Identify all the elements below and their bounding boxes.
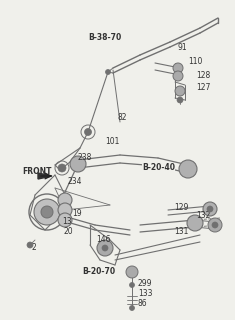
Circle shape <box>58 203 72 217</box>
Text: 131: 131 <box>174 228 188 236</box>
Circle shape <box>177 97 183 103</box>
Circle shape <box>34 199 60 225</box>
Circle shape <box>97 240 113 256</box>
Circle shape <box>212 222 218 228</box>
Circle shape <box>70 156 86 172</box>
Text: 132: 132 <box>196 212 210 220</box>
Text: 19: 19 <box>72 209 82 218</box>
Circle shape <box>58 213 72 227</box>
Circle shape <box>129 283 134 287</box>
Polygon shape <box>38 173 52 179</box>
Text: B-38-70: B-38-70 <box>88 34 121 43</box>
Text: 110: 110 <box>188 58 202 67</box>
Circle shape <box>203 202 217 216</box>
Text: 82: 82 <box>118 114 128 123</box>
Text: B-20-70: B-20-70 <box>82 268 115 276</box>
Text: 234: 234 <box>68 178 82 187</box>
Text: 238: 238 <box>78 154 92 163</box>
Circle shape <box>41 206 53 218</box>
Text: 133: 133 <box>138 289 153 298</box>
Circle shape <box>173 71 183 81</box>
Circle shape <box>27 242 33 248</box>
Circle shape <box>207 206 213 212</box>
Text: 91: 91 <box>178 44 188 52</box>
Circle shape <box>208 218 222 232</box>
Circle shape <box>179 160 197 178</box>
Circle shape <box>58 164 66 172</box>
Circle shape <box>106 69 110 75</box>
Text: B-20-40: B-20-40 <box>142 164 175 172</box>
Circle shape <box>187 215 203 231</box>
Text: 128: 128 <box>196 71 210 81</box>
Circle shape <box>85 129 91 135</box>
Text: 86: 86 <box>138 300 148 308</box>
Circle shape <box>126 266 138 278</box>
Circle shape <box>129 306 134 310</box>
Text: 101: 101 <box>105 138 119 147</box>
Text: 2: 2 <box>32 244 37 252</box>
Text: 146: 146 <box>96 236 110 244</box>
Circle shape <box>58 193 72 207</box>
Text: 127: 127 <box>196 84 210 92</box>
Circle shape <box>175 86 185 96</box>
Circle shape <box>102 245 108 251</box>
Text: 13: 13 <box>62 218 72 227</box>
Text: 299: 299 <box>138 278 153 287</box>
Text: 129: 129 <box>174 204 188 212</box>
Text: 20: 20 <box>63 228 73 236</box>
Circle shape <box>173 63 183 73</box>
Text: FRONT: FRONT <box>22 167 51 177</box>
